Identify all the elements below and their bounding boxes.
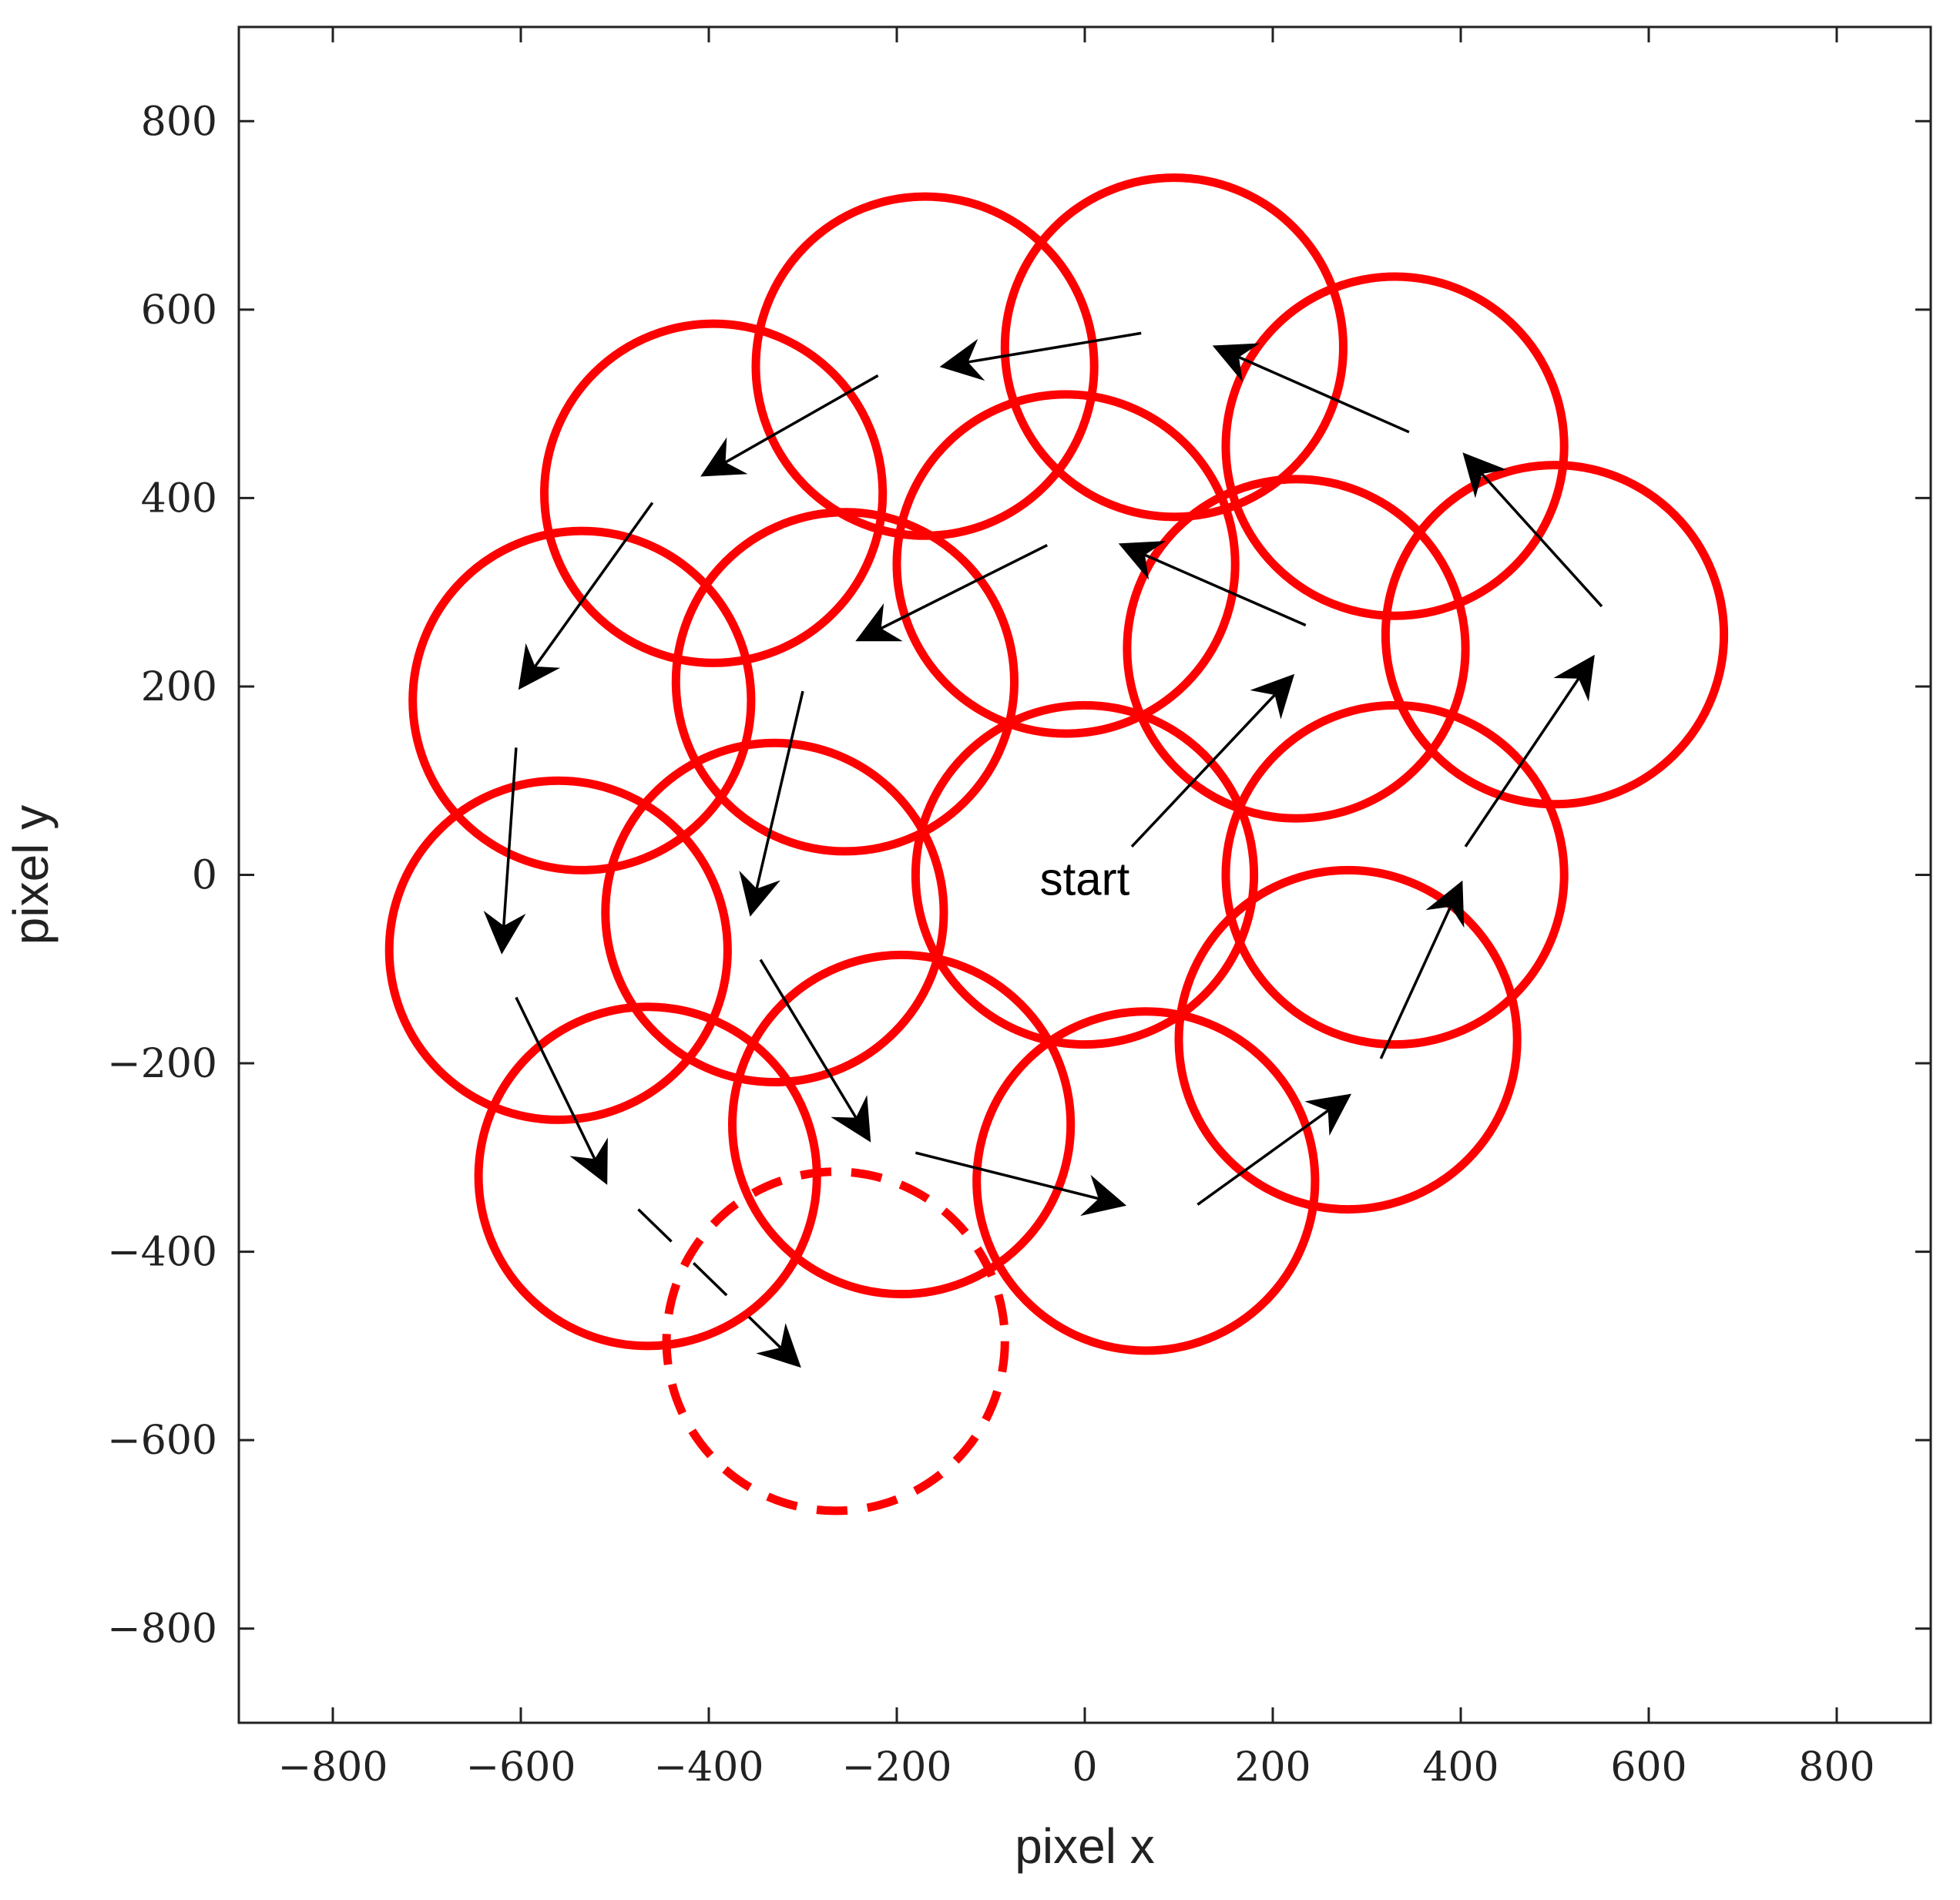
direction-arrow bbox=[700, 374, 879, 477]
circle-marker bbox=[474, 1002, 821, 1351]
y-tick-label: −800 bbox=[107, 1606, 217, 1653]
circle-marker bbox=[1221, 272, 1569, 620]
x-tick-label: 400 bbox=[1422, 1744, 1499, 1791]
y-tick-label: −600 bbox=[107, 1418, 217, 1464]
direction-arrow bbox=[1464, 654, 1595, 848]
circle-marker bbox=[751, 192, 1099, 540]
annotations-layer: start bbox=[1040, 854, 1130, 905]
y-tick-label: 0 bbox=[192, 853, 217, 899]
circle-marker bbox=[728, 950, 1076, 1299]
direction-arrow bbox=[1462, 452, 1603, 608]
ticks-layer: −800 −600 −400 −200 0 200 400 600 800 −800 −600 −40… bbox=[107, 27, 1931, 1791]
x-tick-label: 800 bbox=[1798, 1744, 1874, 1791]
x-tick-label: −800 bbox=[278, 1744, 388, 1791]
circle-marker bbox=[1381, 461, 1729, 809]
y-tick-label: 600 bbox=[141, 287, 217, 334]
circle-marker bbox=[1123, 475, 1470, 823]
circle-marker bbox=[408, 526, 756, 874]
direction-arrow bbox=[483, 747, 526, 955]
x-axis-label: pixel x bbox=[1015, 1818, 1154, 1874]
x-tick-label: 200 bbox=[1234, 1744, 1311, 1791]
direction-arrow bbox=[1379, 880, 1465, 1059]
direction-arrow bbox=[855, 543, 1048, 642]
y-tick-label: 400 bbox=[141, 475, 217, 522]
dashed-arrow bbox=[637, 1208, 801, 1368]
direction-arrow bbox=[1212, 343, 1410, 434]
direction-arrow bbox=[739, 690, 804, 917]
circle-marker bbox=[892, 390, 1240, 738]
direction-arrow bbox=[515, 996, 608, 1185]
x-tick-label: 600 bbox=[1610, 1744, 1686, 1791]
direction-arrow bbox=[759, 958, 871, 1143]
dashed-circle bbox=[662, 1167, 1009, 1516]
arrows-layer bbox=[483, 331, 1603, 1368]
x-tick-label: −400 bbox=[654, 1744, 764, 1791]
circle-marker bbox=[1000, 173, 1348, 522]
start-annotation: start bbox=[1040, 854, 1130, 905]
x-tick-label: 0 bbox=[1072, 1744, 1097, 1791]
direction-arrow bbox=[939, 331, 1142, 381]
x-tick-label: −200 bbox=[842, 1744, 952, 1791]
circle-marker bbox=[911, 700, 1259, 1049]
y-tick-label: 800 bbox=[141, 99, 217, 145]
y-tick-label: 200 bbox=[141, 664, 217, 710]
circle-marker bbox=[972, 1007, 1320, 1355]
circle-marker bbox=[1221, 700, 1569, 1049]
direction-arrow bbox=[915, 1151, 1127, 1217]
direction-arrow bbox=[1118, 541, 1307, 627]
direction-arrow bbox=[518, 502, 654, 690]
y-tick-label: −200 bbox=[107, 1041, 217, 1087]
circles-layer bbox=[384, 173, 1729, 1516]
circle-marker bbox=[1174, 865, 1522, 1214]
circle-marker bbox=[384, 776, 732, 1124]
x-tick-label: −600 bbox=[466, 1744, 576, 1791]
y-axis-label: pixel y bbox=[3, 805, 59, 945]
direction-arrow bbox=[1130, 673, 1295, 848]
direction-arrow bbox=[1196, 1093, 1352, 1206]
circle-marker bbox=[601, 738, 948, 1087]
circle-marker bbox=[671, 508, 1019, 856]
circle-marker bbox=[540, 319, 888, 667]
y-tick-label: −400 bbox=[107, 1230, 217, 1276]
